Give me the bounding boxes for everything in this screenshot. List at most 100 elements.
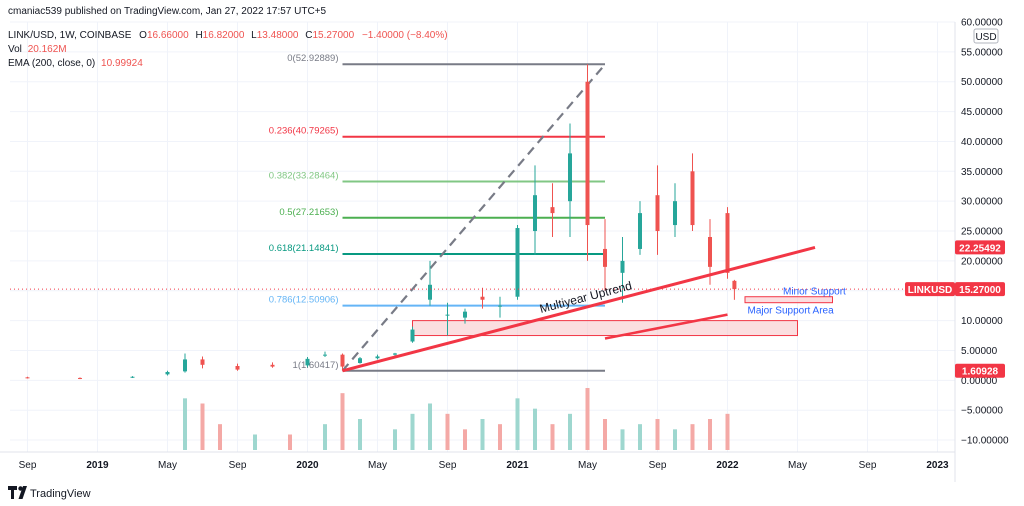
price-tick-label: 55.00000 (961, 47, 1003, 58)
volume-bar (428, 403, 432, 450)
price-tick-label: 0.00000 (961, 376, 998, 387)
price-tick-label: −10.00000 (961, 436, 1009, 447)
currency-label: USD (975, 32, 996, 43)
candle-body (393, 353, 397, 355)
price-tick-label: 50.00000 (961, 77, 1003, 88)
vol-label: Vol (8, 44, 22, 55)
fibonacci-retracement[interactable]: 0(52.92889) 0.236(40.79265) 0.382(33.28464… (269, 53, 606, 372)
price-tick-label: 45.00000 (961, 107, 1003, 118)
price-tick-label: 35.00000 (961, 167, 1003, 178)
price-tick-label: 40.00000 (961, 137, 1003, 148)
candle-body (638, 213, 642, 249)
volume-bar (498, 424, 502, 450)
candle-body (515, 228, 520, 297)
candle-body (498, 305, 502, 307)
time-tick-label: 2020 (296, 460, 319, 471)
price-tick-label: 20.00000 (961, 256, 1003, 267)
volume-bar (323, 424, 327, 450)
volume-bar (515, 398, 520, 450)
fib-level-label: 0(52.92889) (287, 53, 338, 64)
candle-body (358, 358, 362, 364)
candle-body (533, 195, 537, 232)
volume-bar (218, 424, 222, 450)
tradingview-logo[interactable]: TradingView (8, 486, 91, 500)
ohlc-l-key: L (251, 30, 257, 41)
time-tick-label: Sep (229, 460, 247, 471)
volume-bar (480, 419, 485, 450)
fib-level-label: 0.5(27.21653) (279, 207, 338, 218)
candle-body (585, 81, 590, 226)
volume-bar (445, 413, 450, 450)
symbol-name: LINK/USD, 1W, COINBASE (8, 30, 132, 41)
time-tick-label: 2021 (506, 460, 529, 471)
candle-body (725, 213, 730, 273)
candle-body (200, 359, 205, 365)
ohlc-h-key: H (195, 30, 202, 41)
candle-body (375, 356, 380, 359)
price-tick-label: 60.00000 (961, 18, 1003, 29)
volume-bar (620, 429, 625, 450)
volume-legend[interactable]: Vol 20.162M (8, 44, 67, 55)
brand-name: TradingView (30, 488, 91, 500)
candle-body (410, 329, 415, 342)
currency-selector[interactable] (973, 28, 999, 44)
time-axis[interactable]: Sep 2019 May Sep 2020 May Sep 2021 May Sep 2022 May… (0, 451, 955, 471)
volume-bar (585, 388, 590, 450)
candle-body (340, 354, 345, 367)
fib-level-label: 0.382(33.28464) (269, 171, 339, 182)
change-value: −1.40000 (−8.40%) (362, 30, 448, 41)
volume-bar (708, 419, 712, 450)
candle-body (550, 207, 555, 214)
volume-bar (253, 434, 257, 450)
ohlc-o-value: 16.66000 (147, 30, 189, 41)
candle-body (235, 366, 240, 370)
price-tick-label: 5.00000 (961, 346, 998, 357)
grid (10, 21, 955, 452)
time-tick-label: May (578, 460, 597, 471)
major-support-label: Major Support Area (748, 306, 835, 317)
volume-bar (463, 429, 467, 450)
major-support-line (604, 313, 728, 340)
candle-body (183, 359, 187, 372)
time-tick-label: May (158, 460, 177, 471)
minor-support-label: Minor Support (783, 287, 846, 298)
price-axis[interactable]: 60.00000 55.00000 50.00000 45.00000 40.00000… (905, 0, 1024, 482)
candle-body (25, 377, 30, 379)
price-badge (955, 282, 1005, 297)
volume-bar (200, 403, 205, 450)
multiyear-uptrend-line (342, 246, 816, 373)
fib-level-label: 0.618(21.14841) (269, 243, 339, 254)
candle-body (603, 248, 607, 267)
price-badge (955, 240, 1005, 255)
candle-body (463, 311, 467, 318)
fib-level-label: 1(1.60417) (293, 360, 339, 371)
volume-bar (358, 419, 362, 450)
time-tick-label: May (368, 460, 387, 471)
volume-bar (655, 419, 660, 450)
candle-body (428, 284, 432, 300)
time-tick-label: 2022 (716, 460, 739, 471)
candle-body (568, 153, 572, 202)
volume-bar (340, 393, 345, 450)
volume-bar (393, 429, 397, 450)
candle-body (690, 171, 695, 226)
volume-bar (410, 413, 415, 450)
candle-body (323, 354, 327, 356)
candle-body (655, 195, 660, 232)
time-tick-label: Sep (439, 460, 457, 471)
symbol-badge (905, 282, 955, 297)
candle-body (78, 377, 82, 379)
fib-level-label: 0.786(12.50906) (269, 295, 339, 306)
time-tick-label: Sep (859, 460, 877, 471)
ohlc-o-key: O (139, 30, 147, 41)
volume-bar (288, 434, 292, 450)
price-tick-label: 10.00000 (961, 316, 1003, 327)
volume-bars (183, 388, 730, 450)
price-tick-label: 30.00000 (961, 197, 1003, 208)
candle-body (708, 237, 712, 267)
ema-label: EMA (200, close, 0) (8, 58, 95, 69)
fib-level-label: 0.236(40.79265) (269, 126, 339, 137)
candle-body (480, 296, 485, 300)
ema-legend[interactable]: EMA (200, close, 0) 10.99924 (8, 58, 143, 69)
